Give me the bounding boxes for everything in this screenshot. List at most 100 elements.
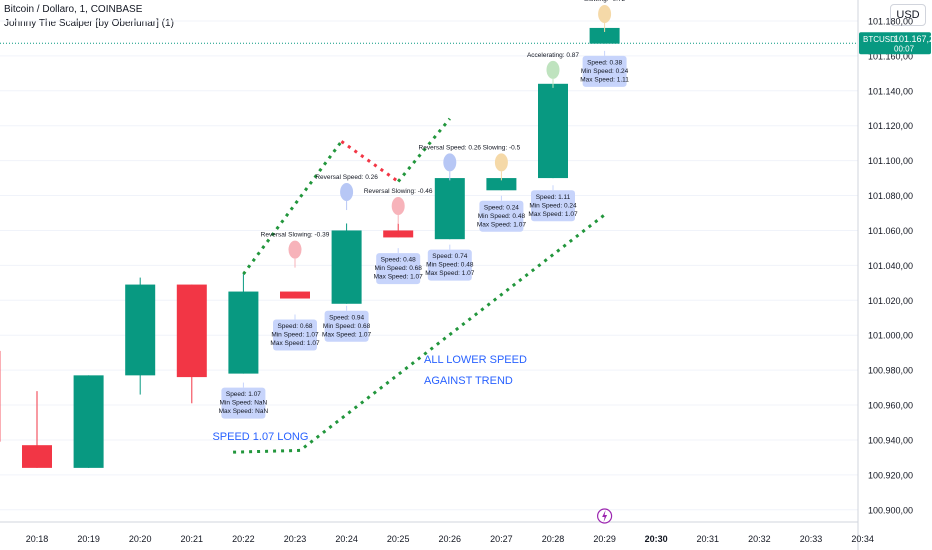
speed-info-line: Speed: 0.48 [381,257,416,264]
candle [280,291,310,299]
speed-info-bg [427,249,472,281]
candle-body [486,178,517,191]
x-tick-label: 20:34 [851,534,874,544]
candle [434,178,465,240]
speed-info-line: Min Speed: 0.48 [426,262,474,269]
trend-dots-up [397,117,451,183]
candle-body [176,284,207,378]
x-tick-label: 20:28 [542,534,565,544]
speed-info-bg [221,387,266,419]
marker-label: Reversal Slowing: -0.46 [364,188,433,195]
x-tick-label: 20:23 [284,534,307,544]
candle-body [538,83,568,179]
currency-button[interactable]: USD [890,4,926,26]
marker-bubble [598,4,612,23]
speed-info-line: Max Speed: 1.07 [322,331,372,338]
x-tick-label: 20:31 [697,534,720,544]
candle [125,277,156,395]
trend-dots-down [340,140,400,183]
y-tick-label: 100.900,00 [868,505,913,515]
speed-info-line: Min Speed: 0.68 [375,265,423,272]
marker-label: Slowing: -0.5 [483,144,521,151]
speed-info-line: Max Speed: 1.07 [270,340,320,347]
speed-info-line: Speed: 0.24 [484,204,519,211]
y-tick-label: 101.140,00 [868,86,913,96]
marker-bubble [340,183,354,202]
y-tick-label: 101.180,00 [868,16,913,26]
x-tick-label: 20:30 [645,534,668,544]
speed-info-bg [376,253,421,285]
speed-info-line: Speed: 1.07 [226,391,261,398]
x-tick-label: 20:21 [181,534,204,544]
marker-label: Reversal Speed: 0.26 [315,174,378,181]
x-tick-label: 20:26 [439,534,462,544]
price-tag-symbol: BTCUSD [863,35,896,44]
candle [538,83,568,179]
speed-info-line: Min Speed: 0.24 [581,68,629,75]
annotation-text: ALL LOWER SPEED [424,354,527,366]
x-tick-label: 20:19 [77,534,100,544]
x-tick-label: 20:22 [232,534,255,544]
marker-bubble [546,60,560,79]
speed-info-line: Max Speed: NaN [219,408,269,415]
y-tick-label: 100.920,00 [868,470,913,480]
x-tick-label: 20:20 [129,534,152,544]
speed-info-bg [531,190,575,222]
candle-body [434,178,465,240]
speed-info-bg [479,200,524,232]
y-tick-label: 101.060,00 [868,226,913,236]
marker-bubble [443,153,457,172]
y-tick-label: 100.980,00 [868,366,913,376]
candle-body [22,445,52,468]
y-tick-label: 101.000,00 [868,331,913,341]
x-tick-label: 20:25 [387,534,410,544]
symbol-title: Bitcoin / Dollaro, 1, COINBASE [4,4,143,15]
speed-info-bg [582,55,627,87]
speed-info-line: Speed: 0.38 [587,59,622,66]
speed-info-line: Speed: 0.94 [329,314,364,321]
speed-info-line: Max Speed: 1.07 [374,274,424,281]
speed-info-line: Max Speed: 1.11 [580,76,629,83]
x-tick-label: 20:27 [490,534,513,544]
speed-info-bg [324,310,369,342]
candle [73,375,104,468]
candle [176,284,207,404]
candle [331,223,362,304]
indicator-title[interactable]: Johnny The Scalper [by Oberlunar] (1) [4,18,174,29]
y-tick-label: 101.160,00 [868,51,913,61]
x-tick-label: 20:33 [800,534,823,544]
trend-dots-up [242,140,343,275]
speed-info-line: Speed: 0.68 [277,323,312,330]
y-tick-label: 101.100,00 [868,156,913,166]
marker-label: Reversal Slowing: -0.39 [261,232,330,239]
candle-body [331,230,362,304]
candle [22,391,52,468]
marker-bubble [494,153,508,172]
speed-info-line: Max Speed: 1.07 [477,221,527,228]
x-tick-label: 20:32 [748,534,771,544]
speed-info-line: Max Speed: 1.07 [528,211,578,218]
annotation-text: SPEED 1.07 LONG [212,431,308,443]
price-tag-value: 101.167,26 [894,34,932,44]
candle [228,274,259,374]
event-lightning-icon[interactable] [596,508,613,524]
y-tick-label: 100.940,00 [868,435,913,445]
speed-info-line: Min Speed: NaN [220,400,268,407]
lightning-glyph [602,510,608,522]
speed-info-line: Min Speed: 0.68 [323,323,371,330]
speed-info-line: Speed: 0.74 [432,253,467,260]
candle-body [280,291,310,299]
speed-info-bg [273,319,317,351]
speed-info-line: Min Speed: 0.48 [478,213,526,220]
marker-bubble [288,240,302,259]
speed-info-line: Min Speed: 1.07 [271,331,319,338]
